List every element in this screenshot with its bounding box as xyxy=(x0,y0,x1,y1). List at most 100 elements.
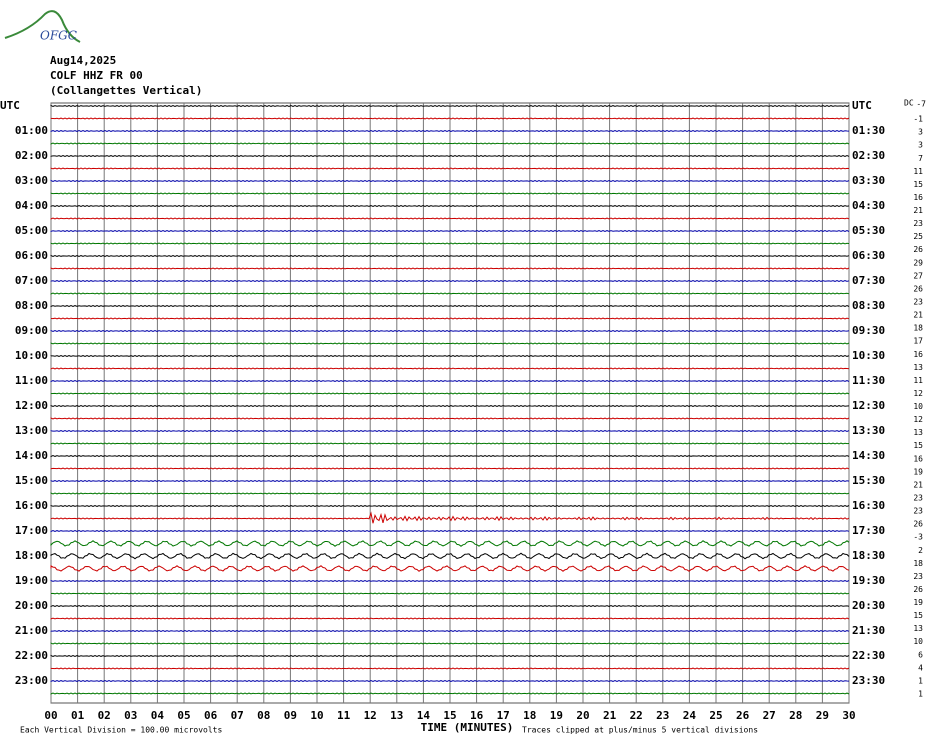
right-time-label: 09:30 xyxy=(852,324,885,337)
left-time-label: 19:00 xyxy=(15,574,48,587)
trace xyxy=(50,592,850,595)
trace xyxy=(50,267,850,270)
x-tick-label: 08 xyxy=(257,709,270,722)
right-time-label: 12:30 xyxy=(852,399,885,412)
dc-value: 3 xyxy=(918,141,923,150)
trace xyxy=(50,392,850,395)
x-tick-label: 23 xyxy=(656,709,669,722)
date: Aug14,2025 xyxy=(50,54,116,67)
right-time-label: 21:30 xyxy=(852,624,885,637)
right-time-label: 17:30 xyxy=(852,524,885,537)
trace xyxy=(50,679,850,683)
trace xyxy=(50,279,850,283)
trace xyxy=(50,217,850,220)
dc-title: DC xyxy=(904,99,914,108)
dc-value: 21 xyxy=(913,311,923,320)
x-tick-label: 09 xyxy=(284,709,297,722)
right-time-label: 11:30 xyxy=(852,374,885,387)
x-tick-label: 10 xyxy=(310,709,323,722)
trace xyxy=(50,552,850,560)
right-time-label: 15:30 xyxy=(852,474,885,487)
dc-value: 13 xyxy=(913,624,923,633)
x-tick-label: 06 xyxy=(204,709,218,722)
trace xyxy=(50,304,850,308)
right-time-label: 03:30 xyxy=(852,174,885,187)
x-tick-label: 00 xyxy=(44,709,57,722)
left-time-label: 03:00 xyxy=(15,174,48,187)
dc-value: 23 xyxy=(913,507,923,516)
dc-value: 15 xyxy=(913,611,923,620)
right-time-label: 04:30 xyxy=(852,199,885,212)
dc-value: 19 xyxy=(913,598,923,607)
left-time-label: 02:00 xyxy=(15,149,48,162)
right-time-label: 05:30 xyxy=(852,224,885,237)
trace xyxy=(50,617,850,620)
location: (Collangettes Vertical) xyxy=(50,84,202,97)
trace xyxy=(50,511,850,524)
x-tick-label: 11 xyxy=(337,709,351,722)
dc-value: 23 xyxy=(913,494,923,503)
trace xyxy=(50,479,850,483)
x-axis-title: TIME (MINUTES) xyxy=(421,721,514,734)
left-time-label: 18:00 xyxy=(15,549,48,562)
dc-value: 4 xyxy=(918,663,923,672)
trace xyxy=(50,604,850,608)
dc-value: 17 xyxy=(913,337,923,346)
dc-value: 2 xyxy=(918,546,923,555)
dc-value: 11 xyxy=(913,376,923,385)
x-tick-label: 24 xyxy=(683,709,697,722)
logo-mark xyxy=(4,10,81,43)
left-time-label: 11:00 xyxy=(15,374,48,387)
left-time-label: 06:00 xyxy=(15,249,48,262)
trace xyxy=(50,342,850,345)
trace xyxy=(50,129,850,133)
dc-value: 21 xyxy=(913,480,923,489)
trace xyxy=(50,367,850,370)
left-time-label: 16:00 xyxy=(15,499,48,512)
trace xyxy=(50,117,850,120)
dc-value: 10 xyxy=(913,402,923,411)
trace xyxy=(50,642,850,645)
trace xyxy=(50,229,850,233)
trace xyxy=(50,204,850,208)
left-time-label: 15:00 xyxy=(15,474,48,487)
trace xyxy=(50,540,850,547)
dc-value: 16 xyxy=(913,350,923,359)
x-tick-label: 16 xyxy=(470,709,484,722)
x-tick-label: 12 xyxy=(364,709,377,722)
dc-value: 3 xyxy=(918,128,923,137)
trace xyxy=(50,692,850,695)
station: COLF HHZ FR 00 xyxy=(50,69,143,82)
left-time-label: 17:00 xyxy=(15,524,48,537)
left-time-label: 12:00 xyxy=(15,399,48,412)
dc-value: 26 xyxy=(913,585,923,594)
x-tick-label: 30 xyxy=(842,709,855,722)
right-time-label: 07:30 xyxy=(852,274,885,287)
right-time-label: 16:30 xyxy=(852,499,885,512)
x-tick-label: 05 xyxy=(177,709,190,722)
trace xyxy=(50,579,850,583)
right-time-label: 19:30 xyxy=(852,574,885,587)
trace xyxy=(50,192,850,195)
x-tick-label: 22 xyxy=(630,709,643,722)
right-time-label: 22:30 xyxy=(852,649,885,662)
right-time-label: 13:30 xyxy=(852,424,885,437)
trace xyxy=(50,154,850,158)
left-time-label: 10:00 xyxy=(15,349,48,362)
dc-value: 15 xyxy=(913,180,923,189)
right-time-label: 08:30 xyxy=(852,299,885,312)
dc-value: 16 xyxy=(913,193,923,202)
x-tick-label: 18 xyxy=(523,709,536,722)
trace xyxy=(50,329,850,333)
dc-value: 12 xyxy=(913,415,923,424)
scale-note: Each Vertical Division = 100.00 microvol… xyxy=(20,726,222,735)
trace xyxy=(50,529,850,533)
trace xyxy=(50,379,850,383)
trace xyxy=(50,104,850,108)
trace xyxy=(50,429,850,433)
dc-value: 21 xyxy=(913,206,923,215)
x-tick-label: 20 xyxy=(576,709,589,722)
x-tick-label: 02 xyxy=(98,709,111,722)
dc-value: 13 xyxy=(913,363,923,372)
dc-value: 12 xyxy=(913,389,923,398)
